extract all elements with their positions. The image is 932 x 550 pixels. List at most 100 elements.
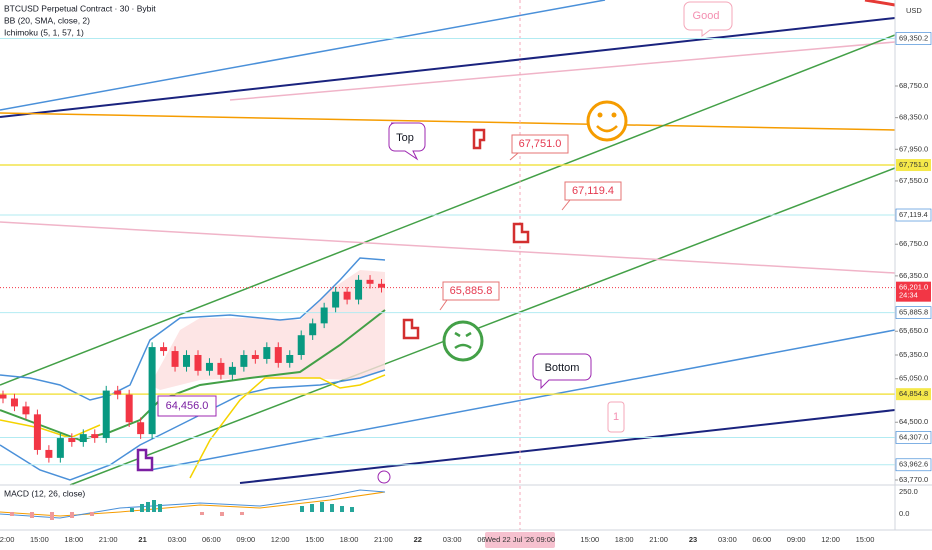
candle-body	[297, 335, 305, 355]
price-note	[564, 181, 622, 201]
y-tick-label: 65,350.0	[899, 350, 928, 359]
callout-text: Top	[396, 132, 414, 144]
candle-body	[160, 347, 168, 352]
trend-line	[149, 329, 896, 471]
candle-body	[68, 438, 76, 443]
x-tick-label: 15:00	[580, 535, 599, 544]
trend-line	[864, 0, 896, 7]
x-tick-label: 18:00	[340, 535, 359, 544]
price-note-text: 67,119.4	[572, 185, 614, 197]
symbol: BTCUSD Perpetual Contract · 30 · Bybit	[4, 3, 156, 13]
macd-histogram	[130, 500, 354, 512]
level-label-box	[895, 431, 932, 444]
callout	[607, 401, 625, 433]
callout-text: Bottom	[545, 362, 580, 374]
currency: USD	[906, 6, 922, 15]
note-tail	[439, 299, 448, 311]
level-label-box	[895, 32, 932, 45]
candles	[0, 275, 386, 463]
level-label: 63,962.6	[899, 460, 928, 469]
countdown: 24:34	[899, 291, 918, 300]
level-label-box	[896, 159, 931, 172]
candle-body	[320, 307, 328, 324]
x-tick-label: 15:00	[305, 535, 324, 544]
x-tick-label: 21	[138, 535, 146, 544]
x-tick-label: 22	[414, 535, 422, 544]
indicator-label: Ichimoku (5, 1, 57, 1)	[4, 27, 84, 37]
last-price-box	[896, 281, 931, 302]
macd-plot	[0, 489, 386, 520]
candle-body	[355, 279, 363, 300]
hand-icons	[402, 128, 530, 340]
y-tick-label: 65,650.0	[899, 326, 928, 335]
macd-signal	[0, 491, 386, 517]
callout	[683, 1, 733, 37]
macd-tick: 250.0	[899, 487, 918, 496]
candle-body	[378, 283, 386, 288]
level-label: 64,307.0	[899, 432, 928, 441]
ichimoku	[189, 374, 386, 479]
face-emoji	[442, 320, 484, 362]
annotations: Good Top 67,751.0 67,119.4 65,885.8 64,4…	[136, 1, 733, 484]
channel-line	[0, 34, 896, 386]
price-note	[511, 134, 569, 154]
callout	[388, 122, 426, 161]
x-tick-label: 06:00	[202, 535, 221, 544]
y-tick-label: 63,770.0	[899, 475, 928, 484]
y-tick-label: 68,350.0	[899, 113, 928, 122]
level-label: 69,350.2	[899, 33, 928, 42]
candle-body	[343, 291, 351, 300]
bb-lower	[0, 369, 386, 481]
y-tick-label: 67,550.0	[899, 176, 928, 185]
candle-body	[91, 434, 99, 439]
bb-fill	[150, 270, 385, 390]
event-icon	[377, 470, 391, 484]
y-tick-label: 64,500.0	[899, 417, 928, 426]
x-tick-label: 12:00	[821, 535, 840, 544]
candle-body	[171, 351, 179, 367]
x-tick-label: 12:00	[0, 535, 14, 544]
x-tick-label: 09:00	[787, 535, 806, 544]
channel-line	[69, 167, 896, 486]
candle-body	[102, 390, 110, 439]
candle-body	[205, 362, 213, 371]
x-tick-label: 12:00	[271, 535, 290, 544]
x-tick-label: 03:00	[168, 535, 187, 544]
candle-body	[148, 347, 156, 435]
candle-body	[22, 406, 30, 415]
candle-body	[309, 323, 317, 336]
trend-line	[0, 17, 896, 118]
x-tick-label: 06:00	[752, 535, 771, 544]
price-note-text: 67,751.0	[519, 138, 562, 150]
y-tick-label: 68,750.0	[899, 81, 928, 90]
candle-body	[217, 362, 225, 375]
callout	[532, 353, 592, 390]
candle-body	[114, 390, 122, 395]
candle-body	[286, 354, 294, 363]
x-tick-label: 21:00	[99, 535, 118, 544]
candle-body	[332, 291, 340, 308]
candle-body	[366, 279, 374, 284]
level-label-box	[895, 306, 932, 319]
candle-body	[137, 422, 145, 435]
candle-body	[194, 354, 202, 371]
macd-tick: 0.0	[899, 509, 909, 518]
last-price-label: 66,201.0	[899, 283, 928, 292]
level-label-box	[895, 458, 932, 472]
candle-body	[125, 394, 133, 423]
trend-line	[239, 409, 896, 484]
x-tick-label: 23	[689, 535, 697, 544]
candle-body	[263, 347, 271, 359]
callout-text: Good	[693, 10, 720, 22]
macd-histogram	[10, 512, 244, 520]
candle-body	[10, 398, 18, 407]
x-tick-label: 21:00	[374, 535, 393, 544]
level-label: 65,885.8	[899, 308, 928, 317]
trend-line	[229, 41, 896, 101]
y-tick-label: 66,350.0	[899, 271, 928, 280]
price-note-text: 64,456.0	[166, 400, 209, 412]
ichimoku	[0, 419, 101, 439]
candle-body	[33, 414, 41, 450]
candle-body	[45, 449, 53, 458]
